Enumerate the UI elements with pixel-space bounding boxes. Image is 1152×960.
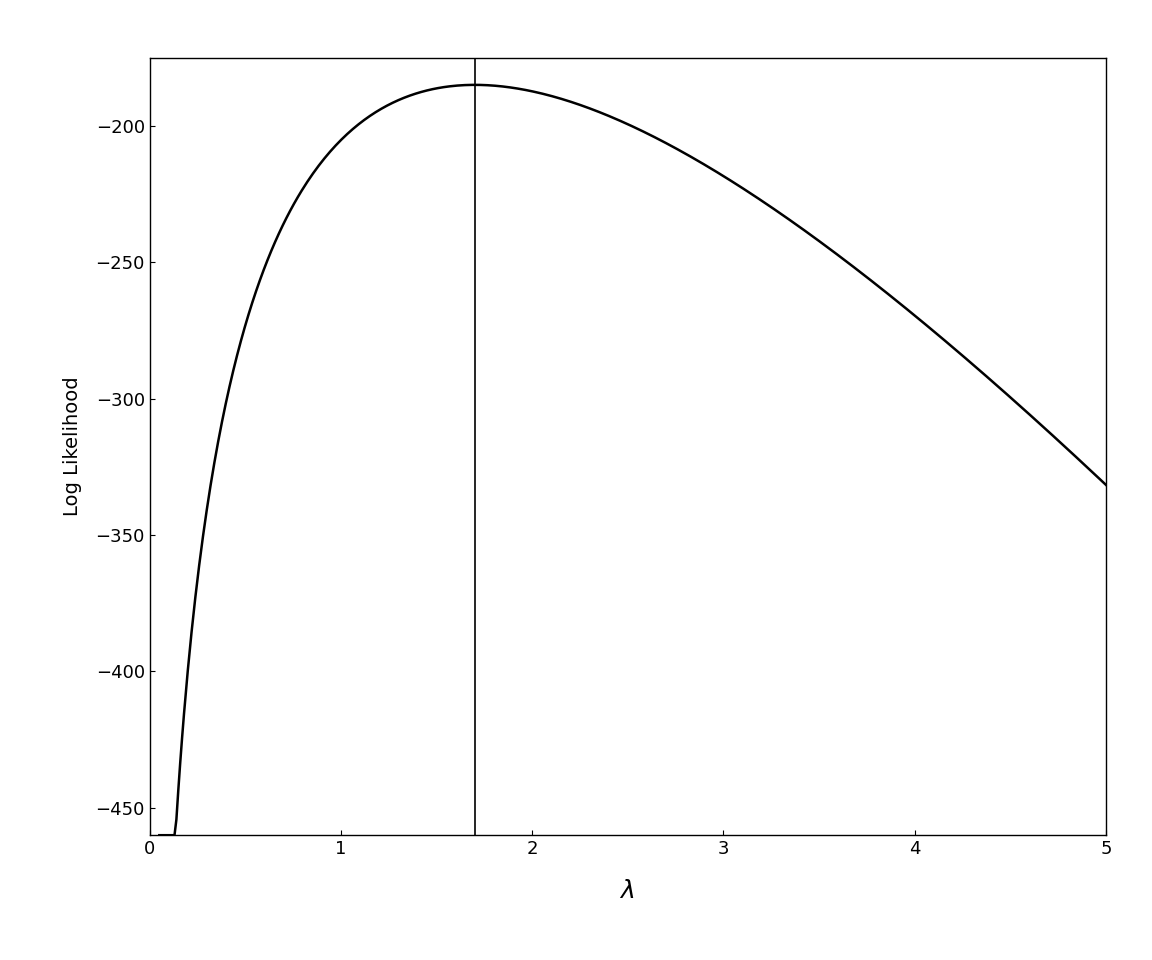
Y-axis label: Log Likelihood: Log Likelihood [62,376,82,516]
X-axis label: λ: λ [621,879,635,903]
